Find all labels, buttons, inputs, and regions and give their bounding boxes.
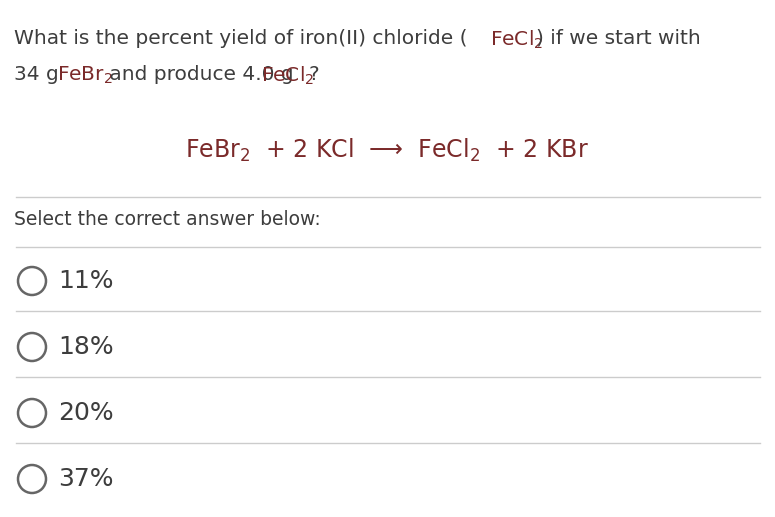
Text: ) if we start with: ) if we start with [536, 29, 701, 48]
Text: ?: ? [308, 65, 319, 84]
Text: 20%: 20% [58, 401, 114, 425]
Text: $\mathregular{FeBr_2}$  + 2 KCl  ⟶  $\mathregular{FeCl_2}$  + 2 KBr: $\mathregular{FeBr_2}$ + 2 KCl ⟶ $\mathr… [185, 137, 589, 164]
Text: What is the percent yield of iron(II) chloride (: What is the percent yield of iron(II) ch… [14, 29, 467, 48]
Text: $\mathregular{FeCl_2}$: $\mathregular{FeCl_2}$ [261, 65, 315, 87]
Text: $\mathregular{FeBr_2}$: $\mathregular{FeBr_2}$ [57, 65, 112, 86]
Text: 11%: 11% [58, 269, 113, 293]
Text: $\mathregular{FeCl_2}$: $\mathregular{FeCl_2}$ [490, 29, 543, 51]
Text: 34 g: 34 g [14, 65, 65, 84]
Text: Select the correct answer below:: Select the correct answer below: [14, 210, 321, 229]
Text: 18%: 18% [58, 335, 114, 359]
Text: 37%: 37% [58, 467, 113, 491]
Text: and produce 4.0 g: and produce 4.0 g [103, 65, 300, 84]
